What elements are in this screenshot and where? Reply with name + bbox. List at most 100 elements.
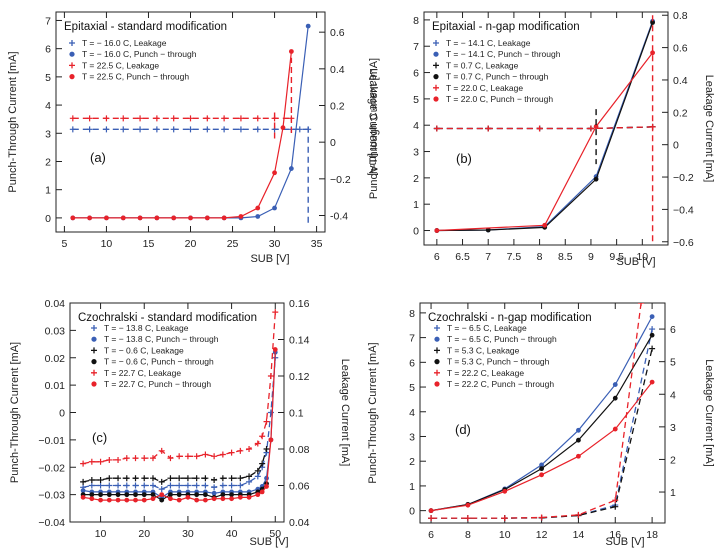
data-point-plus [259,433,266,440]
y-tick-label: 2 [413,173,419,185]
data-point-plus [132,455,139,462]
data-point-plus [103,126,110,133]
y2-tick-label: 5 [670,357,676,369]
y-tick-label: 1 [409,481,415,493]
data-point-plus [211,484,218,491]
y-tick-label: 7 [45,15,51,27]
data-point-plus [267,373,274,379]
y-tick-label: 3 [45,128,51,140]
data-point-dot [264,484,269,489]
series-group [80,309,279,503]
data-point-plus [170,115,177,122]
legend-marker-plus [433,62,439,69]
data-point-dot [159,492,165,498]
data-point-plus [123,455,130,462]
data-point-plus [263,446,270,452]
data-point-dot [255,492,261,498]
legend-marker-plus [433,84,439,91]
x-tick-label: 10 [499,529,511,541]
y2-tick-label: 0.04 [289,517,310,529]
data-point-dot [288,166,294,171]
data-point-dot [202,492,208,498]
data-point-plus [219,482,226,489]
data-point-plus [211,453,218,460]
data-point-plus [80,460,87,467]
y-tick-label: 0.02 [45,353,66,365]
data-point-dot [87,215,93,221]
y-tick-label: 0.04 [45,298,66,310]
y2-tick-label: 0.12 [289,371,310,383]
y-tick-label: 0.03 [45,325,66,337]
y-tick-label: −0.01 [38,435,65,447]
data-point-plus [263,418,270,425]
series-group [428,303,656,522]
data-point-plus [167,475,174,482]
y-tick-label: 7 [413,41,419,53]
legend-marker-dot [433,96,439,102]
data-point-dot [576,437,581,443]
data-point-dot [159,497,165,503]
legend-marker-plus [69,40,75,46]
data-point-dot [154,215,160,221]
data-point-dot [211,490,217,496]
data-point-plus [237,115,244,122]
data-point-dot [202,497,208,503]
x-tick-label: 6 [434,251,440,263]
legend-entry: T = 22.5 C, Leakage [82,60,159,70]
data-point-plus [149,455,156,462]
data-point-dot [237,494,243,500]
data-point-dot [150,492,156,498]
data-point-dot [539,472,544,478]
data-point-plus [433,125,440,132]
data-point-plus [86,115,93,122]
y2-tick-label: 0.2 [673,107,688,119]
legend-marker-plus [434,347,440,354]
y2-tick-label: −0.6 [673,237,694,249]
data-point-dot [124,497,130,503]
data-point-plus [149,475,156,482]
legend-marker-plus [69,62,75,69]
data-point-plus [184,482,191,489]
data-point-plus [272,309,279,316]
x-axis-label: SUB [V] [250,253,289,265]
data-point-plus [137,115,144,122]
y-axis-label: Punch-Through Current [mA] [368,58,380,199]
data-point-plus [219,451,226,458]
x-tick-label: 15 [143,238,155,250]
data-point-plus [536,125,543,132]
data-point-plus [97,458,104,465]
y2-axis-label: Leakage Current [mA] [339,359,351,467]
plot-frame [419,302,666,524]
data-point-plus [254,473,261,480]
data-point-dot [649,314,655,319]
data-point-plus [267,409,274,416]
data-point-dot [650,20,655,25]
data-point-dot [612,426,618,432]
y-tick-label: 0 [413,226,419,238]
panel-label: (c) [92,430,107,445]
x-tick-label: 7 [485,251,491,263]
data-point-plus [237,482,244,489]
y-tick-label: −0.03 [38,490,65,502]
legend-marker-plus [434,325,440,331]
data-point-plus [193,453,200,460]
data-point-plus [184,475,191,482]
data-point-plus [153,126,160,133]
data-point-dot [502,488,508,494]
x-tick-label: 25 [227,238,239,250]
series-group [69,23,312,223]
data-point-dot [141,492,147,498]
data-point-dot [272,347,278,352]
data-point-plus [228,449,235,456]
data-point-plus [202,475,209,482]
data-point-dot [612,395,618,401]
x-tick-label: 12 [536,529,548,541]
data-point-dot [268,437,274,443]
legend-entry: T = 0.7 C, Leakage [446,60,519,70]
y2-tick-label: 1 [670,487,676,499]
data-point-dot [220,496,226,502]
data-point-plus [69,126,76,133]
legend-marker-dot [91,381,97,387]
data-point-plus [158,478,165,485]
